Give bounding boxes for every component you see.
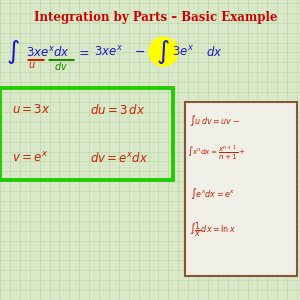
Text: $dv$: $dv$ <box>55 60 68 72</box>
Text: $u = 3x$: $u = 3x$ <box>12 103 50 116</box>
Text: $du = 3\,dx$: $du = 3\,dx$ <box>90 103 145 116</box>
Bar <box>0 88 172 180</box>
Text: $\int \dfrac{1}{x}dx = \ln x$: $\int \dfrac{1}{x}dx = \ln x$ <box>189 220 236 239</box>
Circle shape <box>149 37 178 66</box>
Text: $3e^{x}$: $3e^{x}$ <box>172 45 195 58</box>
Text: $-$: $-$ <box>134 45 145 58</box>
Text: $dx$: $dx$ <box>206 45 222 58</box>
Text: $\int x^{n}dx = \dfrac{x^{n+1}}{n+1} +$: $\int x^{n}dx = \dfrac{x^{n+1}}{n+1} +$ <box>187 144 245 162</box>
Text: $\int u\,dv = uv -$: $\int u\,dv = uv -$ <box>189 112 240 128</box>
Text: $3xe^{x}dx$: $3xe^{x}dx$ <box>26 45 70 58</box>
Text: $dv = e^{x}dx$: $dv = e^{x}dx$ <box>90 151 148 164</box>
Bar <box>184 102 297 276</box>
Text: $\int$: $\int$ <box>6 38 20 67</box>
Text: $=$: $=$ <box>76 45 89 58</box>
Text: $3xe^{x}$: $3xe^{x}$ <box>94 45 124 58</box>
Text: $\int$: $\int$ <box>156 38 170 66</box>
Text: $\int e^{x}dx = e^{x}$: $\int e^{x}dx = e^{x}$ <box>190 186 236 201</box>
Text: $u$: $u$ <box>28 60 35 70</box>
Text: Integration by Parts – Basic Example: Integration by Parts – Basic Example <box>34 11 278 23</box>
Text: $v = e^{x}$: $v = e^{x}$ <box>12 151 48 164</box>
